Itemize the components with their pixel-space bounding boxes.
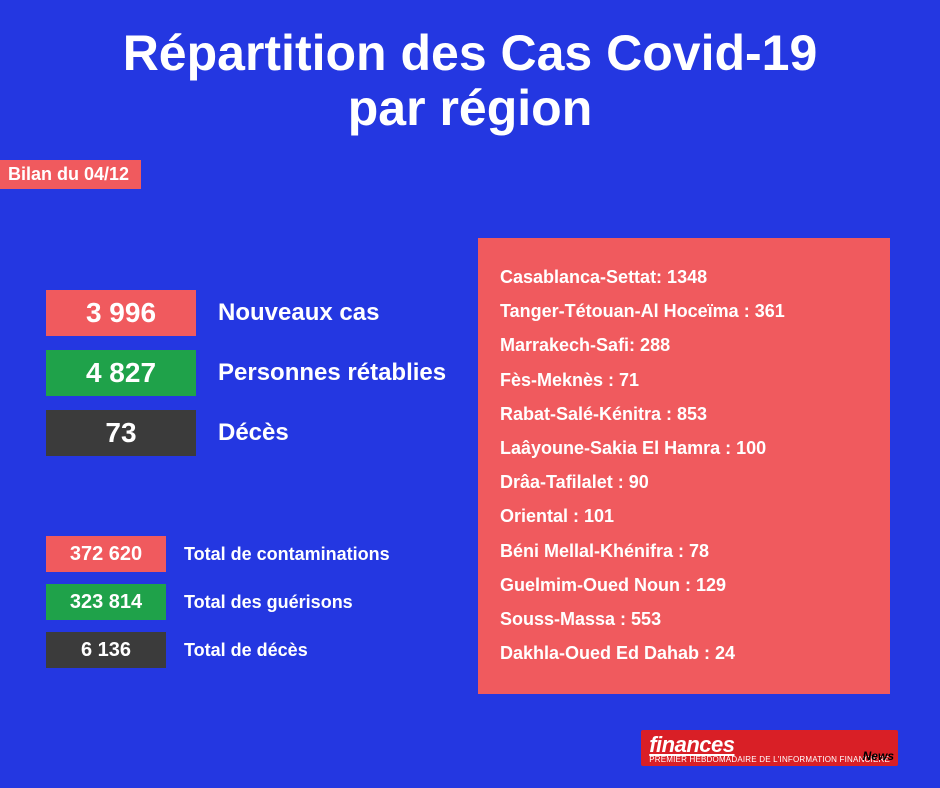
- title-line1: Répartition des Cas Covid-19: [0, 26, 940, 81]
- stat-label: Nouveaux cas: [218, 299, 379, 327]
- region-line: Marrakech-Safi: 288: [500, 328, 870, 362]
- region-line: Drâa-Tafilalet : 90: [500, 465, 870, 499]
- stat-value: 3 996: [46, 290, 196, 336]
- total-label: Total de décès: [184, 640, 308, 661]
- date-badge: Bilan du 04/12: [0, 160, 141, 189]
- page-title: Répartition des Cas Covid-19 par région: [0, 0, 940, 136]
- stat-row-recovered: 4 827 Personnes rétablies: [46, 350, 466, 396]
- region-line: Dakhla-Oued Ed Dahab : 24: [500, 636, 870, 670]
- total-value: 6 136: [46, 632, 166, 668]
- stat-row-new-cases: 3 996 Nouveaux cas: [46, 290, 466, 336]
- region-line: Casablanca-Settat: 1348: [500, 260, 870, 294]
- logo-sub: PREMIER HEBDOMADAIRE DE L'INFORMATION FI…: [649, 757, 890, 763]
- region-line: Oriental : 101: [500, 499, 870, 533]
- totals-stats: 372 620 Total de contaminations 323 814 …: [46, 536, 466, 668]
- regions-panel: Casablanca-Settat: 1348 Tanger-Tétouan-A…: [478, 238, 890, 694]
- total-label: Total des guérisons: [184, 592, 353, 613]
- region-line: Rabat-Salé-Kénitra : 853: [500, 397, 870, 431]
- stat-row-deaths: 73 Décès: [46, 410, 466, 456]
- total-value: 372 620: [46, 536, 166, 572]
- stat-value: 73: [46, 410, 196, 456]
- region-line: Laâyoune-Sakia El Hamra : 100: [500, 431, 870, 465]
- logo-word: finances: [649, 732, 734, 757]
- finances-news-logo: finances PREMIER HEBDOMADAIRE DE L'INFOR…: [641, 730, 898, 766]
- total-value: 323 814: [46, 584, 166, 620]
- logo-news: News: [863, 752, 894, 762]
- region-line: Fès-Meknès : 71: [500, 363, 870, 397]
- region-line: Béni Mellal-Khénifra : 78: [500, 534, 870, 568]
- daily-stats: 3 996 Nouveaux cas 4 827 Personnes rétab…: [46, 290, 466, 456]
- region-line: Guelmim-Oued Noun : 129: [500, 568, 870, 602]
- region-line: Tanger-Tétouan-Al Hoceïma : 361: [500, 294, 870, 328]
- total-row-contaminations: 372 620 Total de contaminations: [46, 536, 466, 572]
- total-row-recoveries: 323 814 Total des guérisons: [46, 584, 466, 620]
- total-label: Total de contaminations: [184, 544, 390, 565]
- left-column: 3 996 Nouveaux cas 4 827 Personnes rétab…: [46, 290, 466, 680]
- title-line2: par région: [0, 81, 940, 136]
- region-line: Souss-Massa : 553: [500, 602, 870, 636]
- total-row-deaths: 6 136 Total de décès: [46, 632, 466, 668]
- stat-label: Décès: [218, 419, 289, 447]
- stat-value: 4 827: [46, 350, 196, 396]
- stat-label: Personnes rétablies: [218, 359, 446, 387]
